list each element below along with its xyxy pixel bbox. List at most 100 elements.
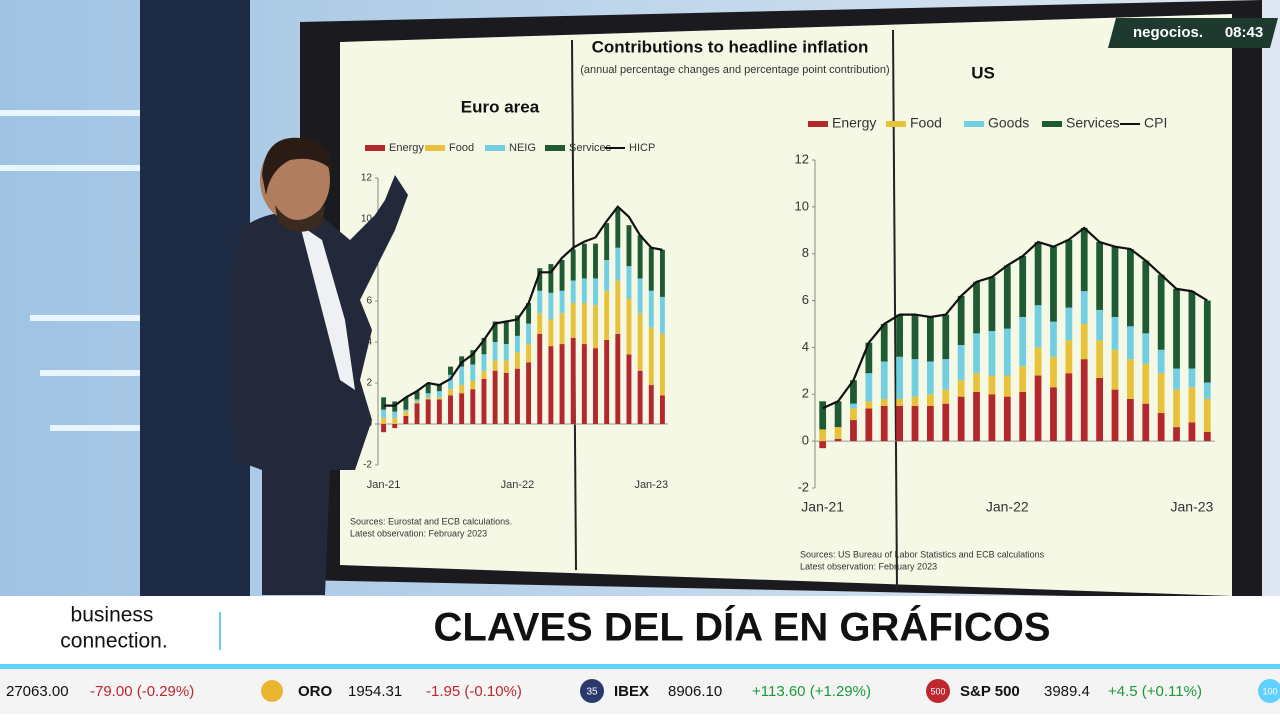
bar-segment (526, 344, 532, 363)
y-tick-label: 10 (361, 214, 373, 225)
y-tick-label: 2 (366, 378, 372, 389)
ticker-badge-label: 100 (1262, 686, 1277, 696)
channel-tag: negocios. 08:43 (1108, 18, 1278, 48)
bar-segment (1003, 328, 1011, 376)
bar-segment (615, 208, 621, 248)
bar-segment (819, 429, 827, 442)
bar-segment (911, 406, 919, 442)
bar-segment (470, 380, 476, 390)
bar-segment (1188, 291, 1196, 369)
bar-segment (1050, 321, 1057, 357)
y-tick-label: 8 (802, 245, 809, 260)
bar-segment (942, 314, 950, 360)
bar-segment (637, 370, 643, 424)
bar-segment (1111, 246, 1119, 317)
bar-segment (1034, 375, 1042, 442)
legend-swatch (964, 121, 984, 127)
ticker-badge (926, 679, 950, 703)
bar-segment (626, 298, 632, 355)
bar-segment (604, 223, 610, 260)
bar-segment (448, 366, 453, 375)
ticker-name: S&P 500 (960, 683, 1020, 700)
bar-segment (927, 316, 934, 362)
bar-segment (942, 389, 950, 404)
presenter (228, 137, 408, 595)
bar-segment (648, 327, 654, 386)
bar-segment (1003, 375, 1011, 397)
bar-segment (581, 303, 587, 345)
bar-segment (604, 290, 610, 340)
ticker-badge-label: 35 (586, 687, 598, 698)
bar-segment (1173, 427, 1180, 442)
bar-segment (392, 424, 398, 429)
bar-segment (559, 260, 565, 291)
bar-segment (414, 403, 420, 424)
bar-segment (1203, 382, 1211, 399)
screen-panel (340, 14, 1232, 596)
x-tick-label: Jan-23 (1171, 499, 1214, 515)
bar-segment (1157, 274, 1165, 350)
bar-segment (1127, 249, 1134, 327)
bar-segment (615, 333, 621, 424)
bar-segment (850, 380, 857, 404)
bar-segment (514, 315, 520, 336)
x-tick-label: Jan-22 (501, 479, 535, 491)
bar-segment (1080, 324, 1088, 360)
bar-segment (1050, 246, 1057, 322)
bar-segment (403, 409, 409, 412)
bar-segment (1127, 326, 1134, 360)
ticker-change: -1.95 (-0.10%) (426, 683, 522, 700)
bar-segment (615, 280, 621, 334)
bar-segment (1080, 291, 1088, 324)
bar-segment (648, 290, 654, 328)
bar-segment (593, 243, 598, 279)
screen-title: Contributions to headline inflation (592, 37, 869, 56)
bar-segment (1065, 307, 1073, 341)
y-tick-label: 0 (802, 433, 809, 448)
y-tick-label: 6 (802, 292, 809, 307)
legend-label: Food (910, 115, 942, 131)
bar-segment (1111, 349, 1119, 390)
y-tick-label: 2 (802, 386, 809, 401)
ticker-change: +113.60 (+1.29%) (752, 683, 871, 700)
line-series (383, 205, 663, 407)
chart-title: Euro area (461, 97, 540, 116)
source-note: Latest observation: February 2023 (350, 528, 487, 538)
bar-segment (481, 378, 487, 424)
legend-label: Services (569, 142, 612, 154)
bar-segment (659, 249, 665, 297)
legend-swatch (485, 145, 505, 151)
bar-segment (1019, 391, 1027, 442)
bar-segment (880, 406, 888, 442)
bar-segment (896, 314, 903, 357)
chart-title: US (971, 63, 995, 82)
ticker-change: -79.00 (-0.29%) (90, 683, 194, 700)
bar-segment (503, 360, 509, 373)
bar-segment (459, 393, 465, 424)
bar-segment (459, 366, 465, 386)
bar-segment (559, 344, 565, 424)
ticker-name: ORO (298, 683, 333, 700)
bar-segment (850, 408, 857, 421)
legend-swatch (808, 121, 828, 127)
legend-label: Food (449, 142, 474, 154)
ticker-badge (1258, 679, 1280, 703)
ticker-badge (580, 679, 604, 703)
bar-segment (834, 401, 842, 428)
bar-segment (548, 292, 554, 320)
bar-segment (403, 397, 409, 410)
bar-segment (392, 417, 398, 424)
bar-segment (1111, 389, 1119, 442)
bar-segment (593, 348, 598, 424)
bar-segment (414, 399, 420, 402)
bar-segment (942, 403, 950, 442)
bar-segment (637, 278, 643, 314)
bar-segment (381, 424, 387, 433)
bar-segment (865, 342, 873, 374)
bar-segment (957, 396, 965, 442)
bar-segment (1034, 305, 1042, 348)
y-tick-label: 6 (366, 296, 372, 307)
lower-third (0, 596, 1280, 664)
bar-segment (973, 281, 980, 334)
ticker-rule (0, 664, 1280, 669)
